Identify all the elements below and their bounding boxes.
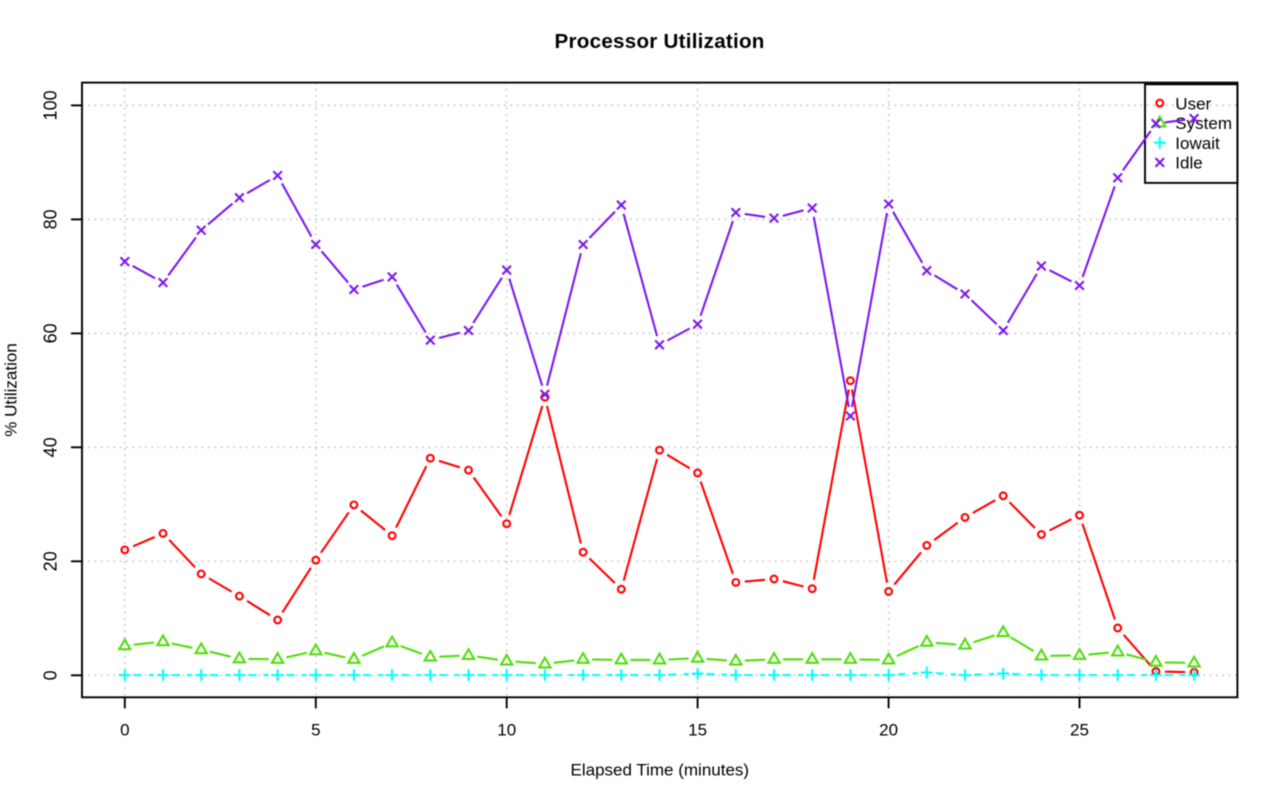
svg-text:60: 60 [41,323,61,343]
svg-text:80: 80 [41,209,61,229]
svg-text:100: 100 [41,90,61,120]
svg-text:Iowait: Iowait [1175,134,1220,153]
svg-text:40: 40 [41,437,61,457]
svg-text:20: 20 [879,721,898,740]
svg-text:Idle: Idle [1175,154,1202,173]
svg-text:5: 5 [311,721,320,740]
svg-text:0: 0 [120,721,129,740]
svg-text:Elapsed Time (minutes): Elapsed Time (minutes) [571,760,750,779]
svg-text:20: 20 [41,551,61,571]
svg-text:10: 10 [497,721,516,740]
svg-text:User: User [1175,94,1211,113]
svg-text:0: 0 [41,670,61,680]
svg-text:System: System [1175,114,1232,133]
svg-text:% Utilization: % Utilization [2,343,21,437]
svg-text:25: 25 [1070,721,1089,740]
svg-text:15: 15 [688,721,707,740]
svg-text:Processor Utilization: Processor Utilization [555,30,765,53]
